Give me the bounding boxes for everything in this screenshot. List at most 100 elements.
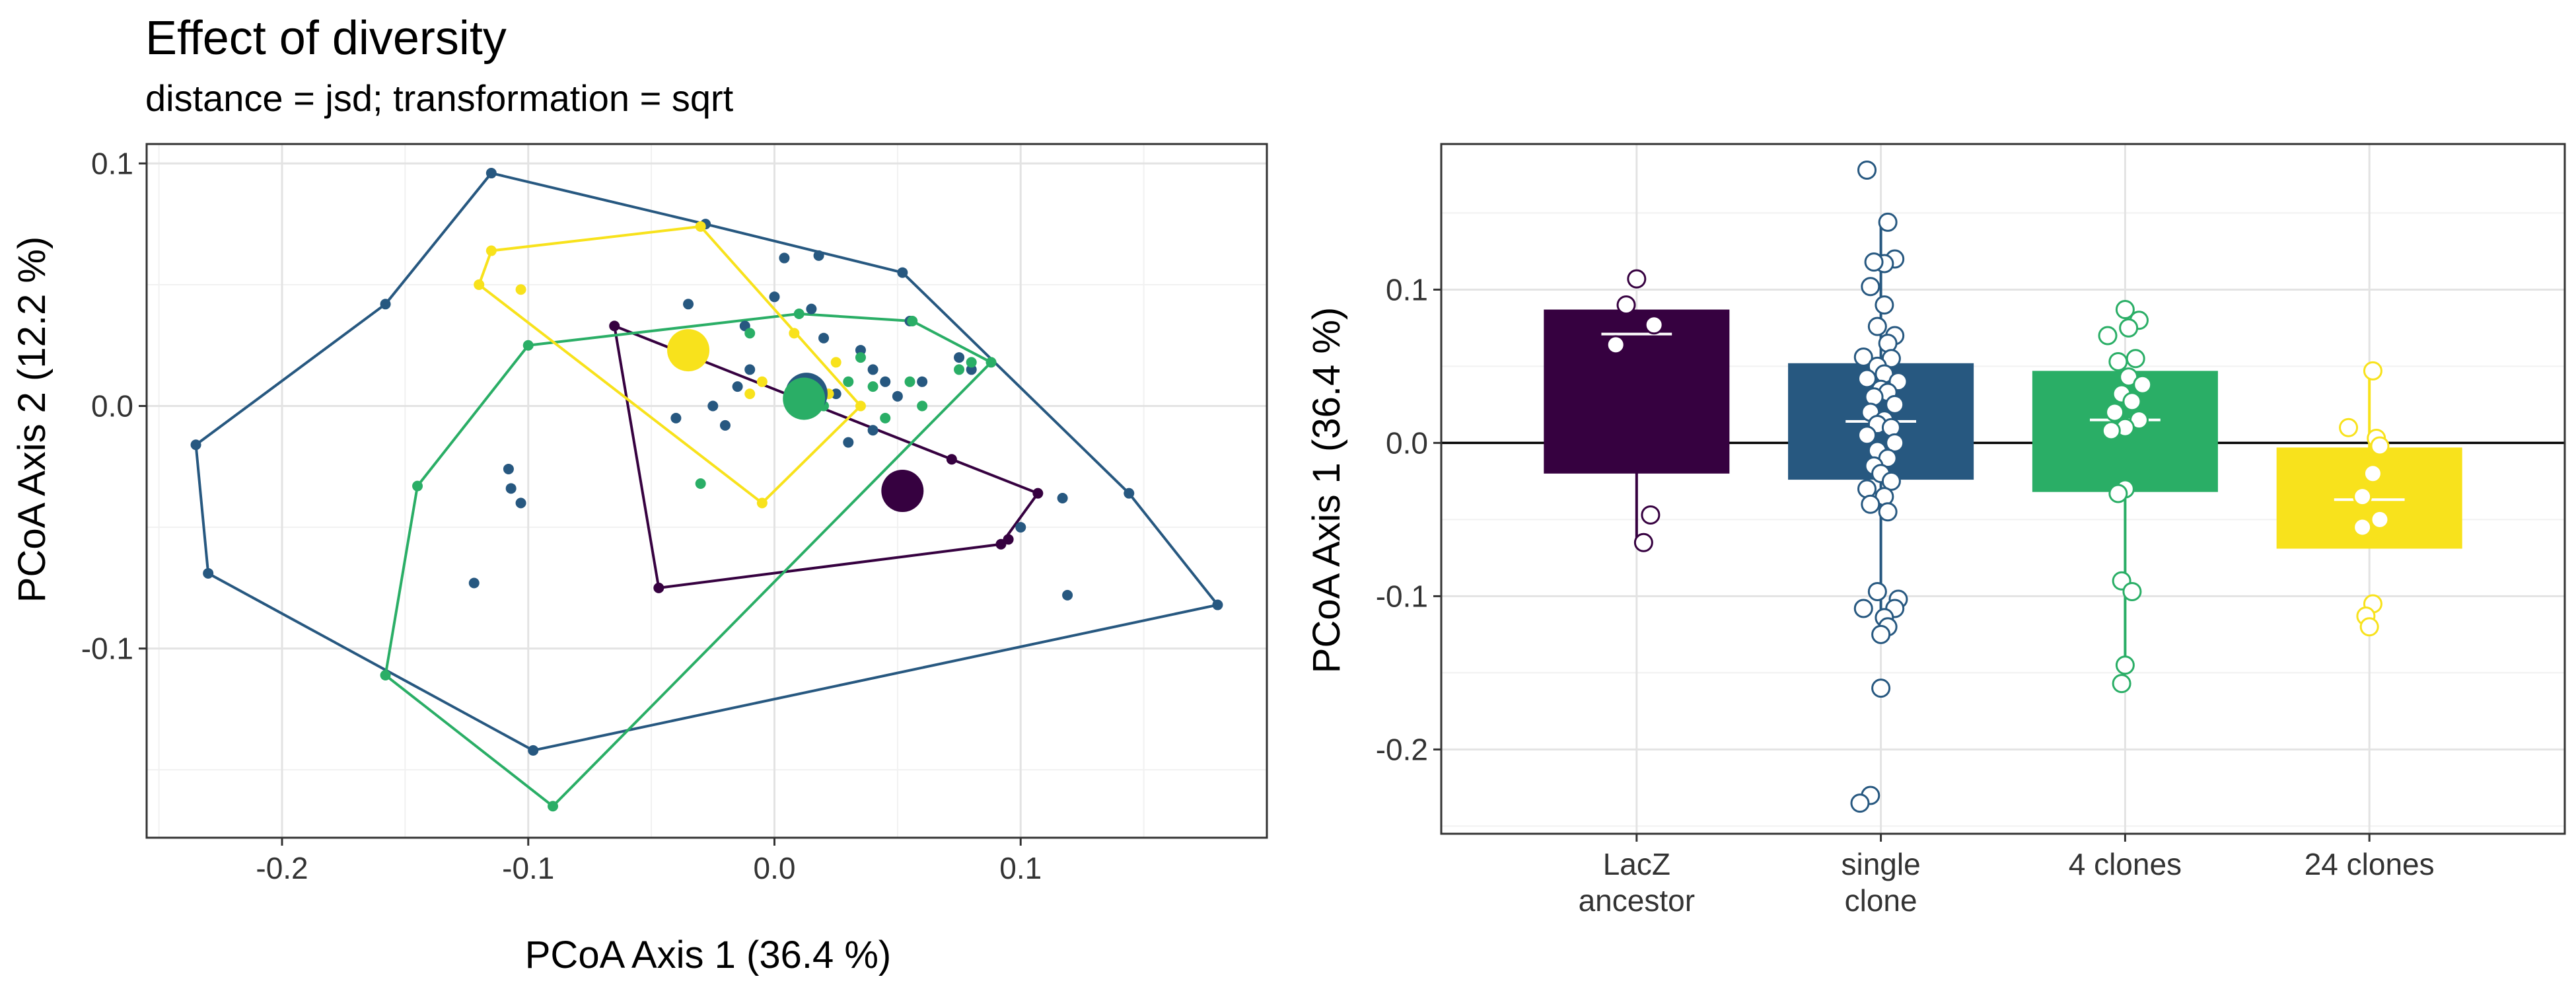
x-tick-label: 24 clones (2305, 847, 2435, 881)
data-point (966, 364, 977, 375)
data-point (380, 299, 391, 310)
data-point (412, 480, 423, 492)
data-point (789, 328, 800, 339)
jitter-point (1885, 433, 1905, 453)
data-point (806, 303, 817, 314)
boxplot-panel-border (1440, 143, 2566, 835)
data-point (1062, 589, 1073, 601)
data-point (813, 250, 824, 261)
pcoa-panel-border (145, 143, 1268, 839)
jitter-point (1878, 502, 1898, 522)
data-point (190, 439, 201, 451)
jitter-point (1641, 505, 1661, 525)
data-point (756, 376, 768, 387)
data-point (468, 577, 480, 589)
boxplot-y-axis-title: PCoA Axis 1 (36.4 %) (1305, 307, 1348, 673)
data-point (946, 454, 957, 465)
data-point (1212, 599, 1223, 610)
data-point (954, 364, 965, 375)
jitter-point (2353, 517, 2373, 537)
data-point (1124, 488, 1135, 499)
data-point (880, 412, 891, 423)
pcoa-centroids (667, 329, 924, 512)
y-tick-label: 0.1 (91, 146, 133, 180)
data-point (855, 345, 866, 356)
jitter-point (1633, 532, 1653, 552)
data-point (609, 320, 620, 332)
jitter-point (1878, 212, 1898, 232)
pcoa-grid (147, 144, 1267, 838)
data-point (695, 221, 706, 232)
x-tick-label: LacZ ancestor (1579, 847, 1695, 918)
data-point (954, 352, 965, 363)
jitter-point (2133, 375, 2153, 394)
hull-polygon (613, 324, 1040, 589)
data-point (867, 425, 878, 436)
data-point (548, 801, 559, 812)
data-point (818, 332, 830, 344)
data-point (1015, 522, 1026, 533)
jitter-point (2122, 392, 2142, 412)
data-point (855, 400, 866, 412)
data-point (867, 364, 878, 375)
jitter-point (2370, 436, 2390, 456)
data-point (683, 299, 694, 310)
data-point (528, 745, 539, 756)
jitter-point (1627, 269, 1647, 289)
jitter-point (1857, 425, 1877, 445)
x-tick-label-line: LacZ (1603, 847, 1670, 881)
data-point (904, 376, 915, 387)
x-tick-label: -0.1 (502, 851, 554, 885)
data-point (744, 364, 756, 375)
jitter-point (2359, 617, 2379, 637)
boxplot-points (1606, 160, 2390, 813)
jitter-point (1885, 394, 1905, 414)
y-tick-label: -0.1 (1376, 579, 1428, 613)
x-tick-label-line: 24 clones (2305, 847, 2435, 881)
data-point (744, 388, 756, 400)
hull-polygon (478, 225, 862, 505)
data-point (515, 284, 526, 295)
x-tick-label: single clone (1842, 847, 1921, 918)
jitter-point (1857, 160, 1877, 180)
data-point (695, 478, 706, 489)
data-point (917, 376, 928, 387)
jitter-point (1867, 581, 1887, 601)
data-point (830, 357, 841, 368)
pcoa-x-ticks: -0.2 -0.1 0.0 0.1 (256, 838, 1042, 885)
data-point (855, 352, 866, 363)
data-point (707, 400, 719, 412)
data-point (719, 420, 731, 431)
jitter-point (1857, 479, 1877, 499)
jitter-point (1853, 599, 1873, 618)
jitter-point (2363, 361, 2382, 381)
hull-polygon (384, 312, 993, 808)
jitter-point (2101, 421, 2121, 441)
data-point (756, 497, 768, 509)
data-point (1003, 534, 1014, 545)
pcoa-x-axis-title: PCoA Axis 1 (36.4 %) (525, 934, 891, 976)
data-point (779, 252, 790, 264)
jitter-point (2108, 351, 2128, 371)
data-point (897, 267, 908, 278)
jitter-point (1871, 624, 1891, 644)
pcoa-y-ticks: -0.1 0.0 0.1 (81, 146, 147, 666)
jitter-point (2115, 300, 2135, 320)
data-point (503, 463, 514, 474)
data-point (474, 279, 485, 290)
data-point (917, 400, 928, 412)
data-point (522, 340, 534, 351)
jitter-point (1881, 471, 1901, 491)
x-tick-label-line: 4 clones (2069, 847, 2182, 881)
data-point (1057, 493, 1068, 504)
data-point (515, 497, 526, 509)
jitter-point (2105, 402, 2125, 422)
jitter-point (2108, 484, 2128, 503)
pcoa-y-axis-title: PCoA Axis 2 (12.2 %) (11, 237, 54, 603)
jitter-point (1867, 316, 1887, 336)
centroid-point (881, 470, 924, 512)
data-point (830, 388, 841, 400)
y-tick-label: 0.0 (1386, 425, 1428, 460)
centroid-point (783, 377, 826, 420)
